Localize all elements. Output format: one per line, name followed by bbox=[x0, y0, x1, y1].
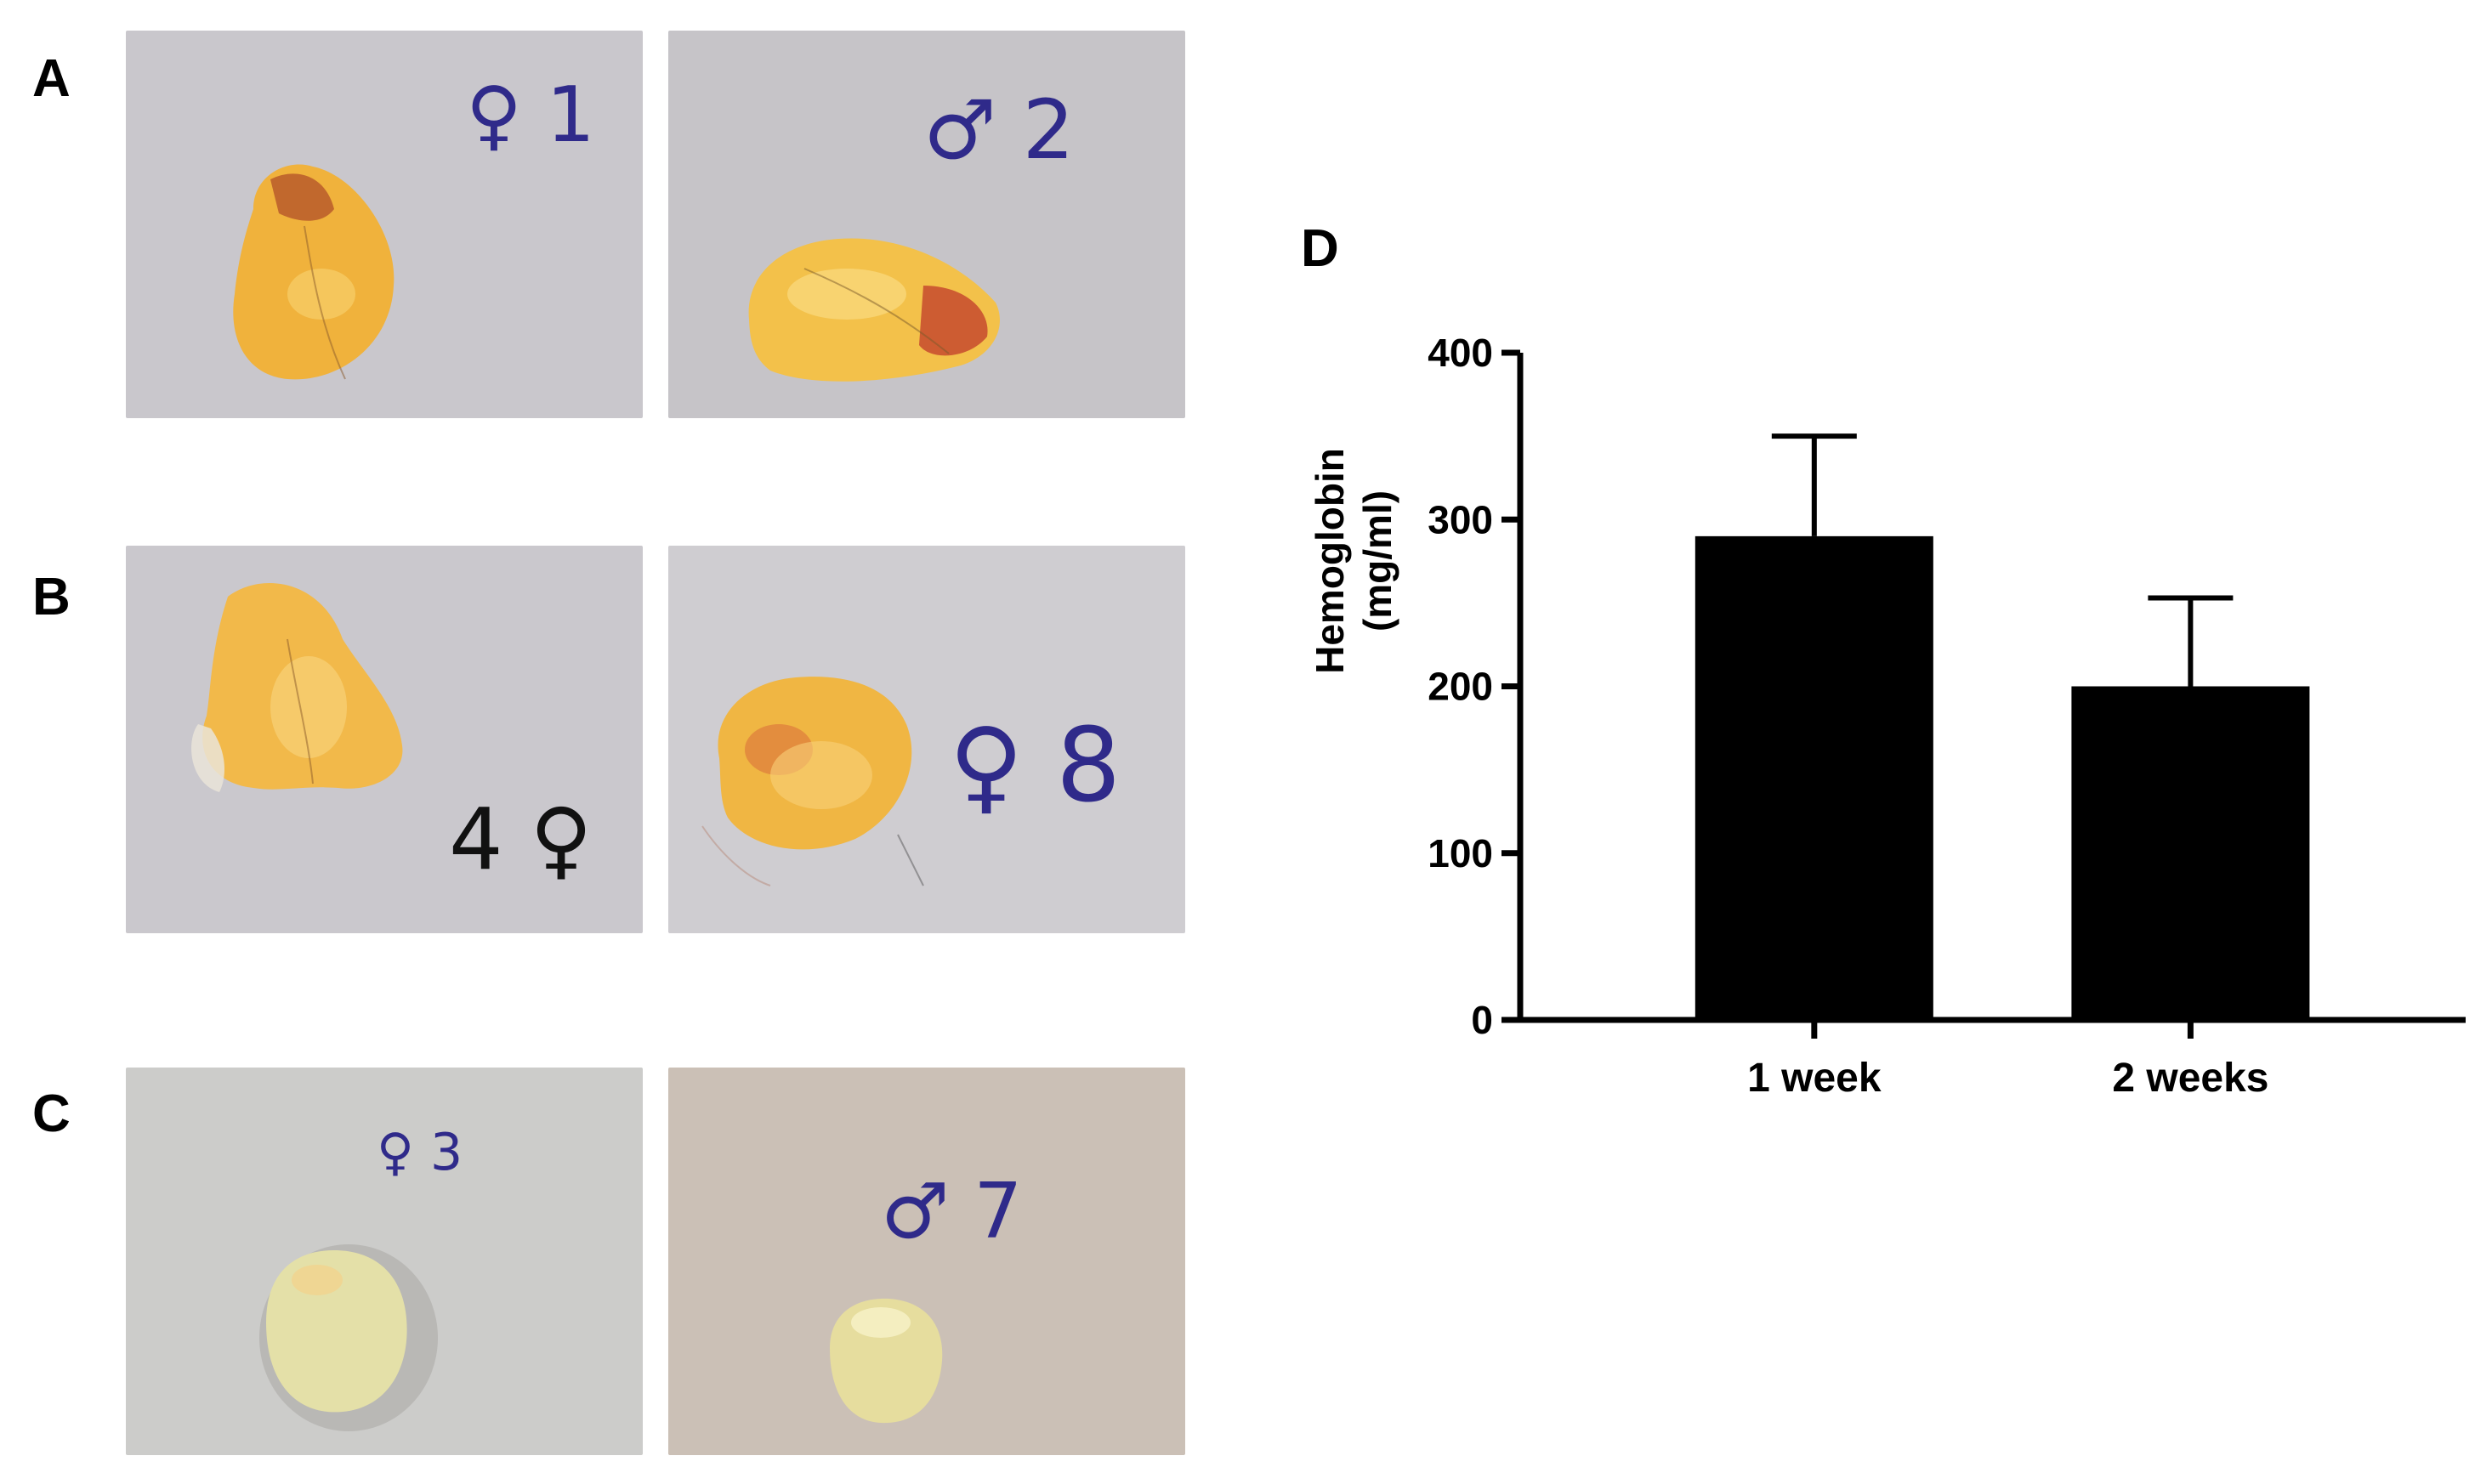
hemoglobin-bar-chart: Hemoglobin (mg/ml) 0 100 200 300 400 1 week 2 … bbox=[1308, 331, 2466, 1101]
y-tick-label: 0 bbox=[1471, 998, 1493, 1042]
sample-label: ♀ 3 bbox=[377, 1123, 463, 1182]
y-axis-unit: (mg/ml) bbox=[1355, 490, 1399, 632]
photo-panel-b-right: ♀ 8 bbox=[668, 546, 1185, 933]
sample-label: ♀ 1 bbox=[466, 71, 595, 160]
x-tick-label: 1 week bbox=[1747, 1056, 1882, 1101]
bar bbox=[2071, 686, 2310, 1020]
photo-panel-c-right: ♂ 7 bbox=[668, 1068, 1185, 1455]
sample-label: ♀ 8 bbox=[949, 707, 1121, 825]
sample-label: ♂ 7 bbox=[881, 1167, 1023, 1256]
sample-label: ♂ 2 bbox=[923, 82, 1075, 178]
photo-panel-a-right: ♂ 2 bbox=[668, 31, 1185, 418]
panel-label-c: C bbox=[32, 1085, 71, 1143]
bar bbox=[1694, 535, 1933, 1020]
panel-label-a: A bbox=[32, 49, 71, 108]
photo-panel-a-left: ♀ 1 bbox=[126, 31, 643, 418]
sample-label: 4 ♀ bbox=[449, 790, 593, 889]
photo-panel-c-left: ♀ 3 bbox=[126, 1068, 643, 1455]
y-tick-label: 400 bbox=[1428, 331, 1493, 375]
y-axis-label: Hemoglobin bbox=[1308, 448, 1352, 674]
photo-panel-b-left: 4 ♀ bbox=[126, 546, 643, 933]
y-tick-label: 300 bbox=[1428, 497, 1493, 541]
y-axis-title: Hemoglobin (mg/ml) bbox=[1308, 448, 1399, 674]
y-tick-label: 200 bbox=[1428, 665, 1493, 709]
y-tick-label: 100 bbox=[1428, 831, 1493, 875]
panel-label-b: B bbox=[32, 568, 71, 626]
x-tick-label: 2 weeks bbox=[2112, 1056, 2268, 1101]
panel-label-d: D bbox=[1301, 219, 1339, 278]
